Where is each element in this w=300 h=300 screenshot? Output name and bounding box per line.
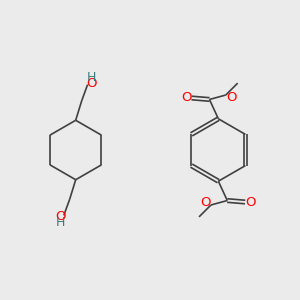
Text: O: O: [86, 76, 96, 90]
Text: O: O: [55, 210, 65, 224]
Text: O: O: [245, 196, 256, 208]
Text: H: H: [86, 71, 96, 84]
Text: O: O: [181, 92, 191, 104]
Text: H: H: [56, 216, 65, 229]
Text: O: O: [226, 92, 236, 104]
Text: O: O: [200, 196, 211, 208]
